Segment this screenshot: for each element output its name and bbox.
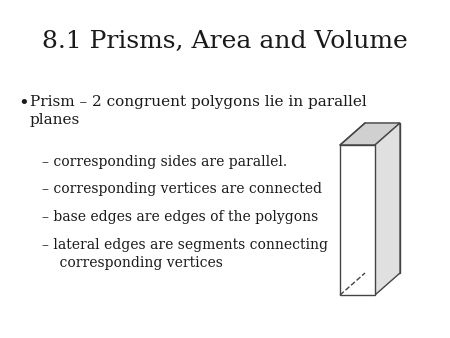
Polygon shape xyxy=(340,123,400,145)
Text: Prism – 2 congruent polygons lie in parallel
planes: Prism – 2 congruent polygons lie in para… xyxy=(30,95,367,127)
Polygon shape xyxy=(340,145,375,295)
Text: – base edges are edges of the polygons: – base edges are edges of the polygons xyxy=(42,210,318,224)
Text: – corresponding sides are parallel.: – corresponding sides are parallel. xyxy=(42,155,287,169)
Polygon shape xyxy=(365,123,400,273)
Text: – lateral edges are segments connecting
    corresponding vertices: – lateral edges are segments connecting … xyxy=(42,238,328,270)
Text: – corresponding vertices are connected: – corresponding vertices are connected xyxy=(42,182,322,196)
Text: 8.1 Prisms, Area and Volume: 8.1 Prisms, Area and Volume xyxy=(42,30,408,53)
Polygon shape xyxy=(375,123,400,295)
Text: •: • xyxy=(18,95,29,113)
